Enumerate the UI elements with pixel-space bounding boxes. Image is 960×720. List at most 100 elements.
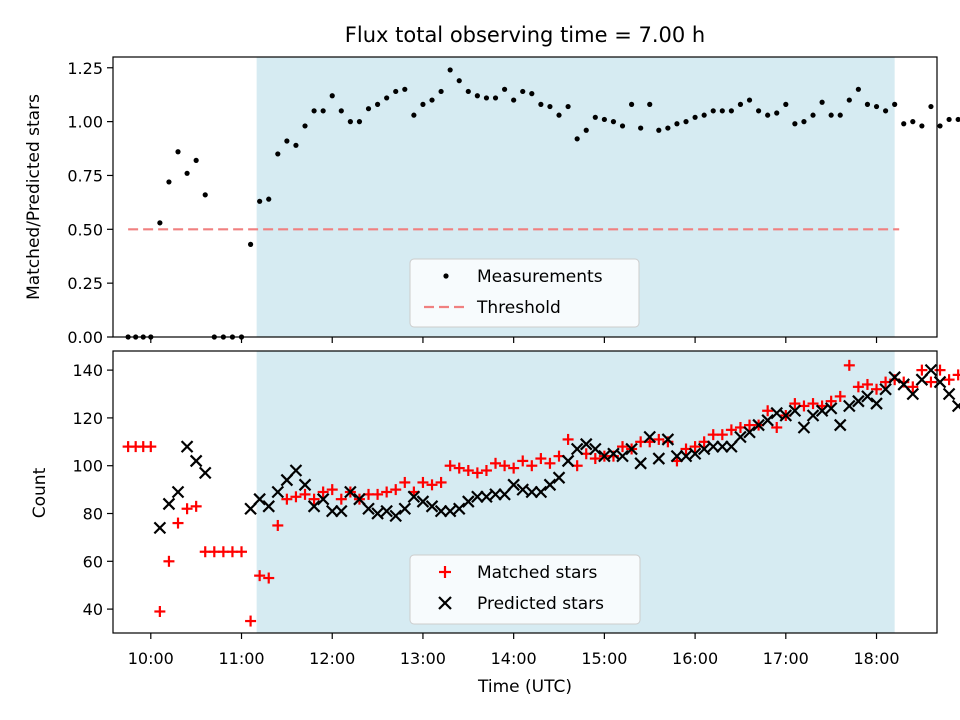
bottom-y-tick-label: 80	[83, 505, 103, 524]
predicted-star-point	[761, 414, 774, 427]
measurement-point	[393, 88, 399, 95]
measurement-point	[429, 97, 435, 103]
bottom-x-tick-label: 11:00	[218, 649, 264, 668]
matched-star-point	[562, 433, 574, 445]
predicted-star-point	[489, 488, 502, 501]
measurement-point	[293, 142, 299, 148]
bottom-x-tick-label: 14:00	[491, 649, 537, 668]
predicted-star-point	[516, 483, 530, 496]
top-axes-frame	[112, 56, 938, 338]
predicted-star-point	[407, 490, 421, 504]
measurement-point	[302, 123, 308, 129]
measurement-point	[583, 127, 589, 133]
measurement-point	[556, 112, 562, 118]
matched-star-point	[480, 464, 492, 476]
measurement-point	[520, 88, 526, 95]
top-y-tick-label: 0.50	[67, 220, 103, 239]
predicted-star-point	[598, 449, 611, 463]
predicted-star-point	[734, 430, 747, 444]
bottom-x-tick-label: 12:00	[309, 649, 355, 668]
matched-star-point	[245, 615, 257, 627]
predicted-star-point	[244, 502, 257, 516]
measurement-point	[465, 88, 471, 95]
measurement-point	[329, 93, 335, 99]
measurement-point	[193, 157, 199, 163]
matched-star-point	[544, 457, 556, 469]
top-y-axis-label: Matched/Predicted stars	[24, 94, 44, 300]
predicted-star-point	[797, 421, 811, 434]
predicted-star-point	[307, 500, 321, 513]
predicted-star-point	[353, 492, 366, 506]
measurement-point	[538, 101, 544, 107]
matched-star-point	[916, 364, 928, 376]
predicted-star-point	[843, 399, 856, 413]
predicted-star-point	[697, 442, 711, 456]
top-y-tick-label: 0.75	[67, 166, 103, 185]
measurement-point	[511, 97, 517, 103]
bottom-legend: Matched stars Predicted stars	[409, 554, 641, 625]
bottom-x-tick-label: 16:00	[672, 649, 718, 668]
predicted-star-point	[879, 382, 892, 396]
predicted-star-point	[688, 447, 702, 461]
predicted-star-point	[806, 409, 820, 422]
matched-star-point	[190, 500, 202, 512]
measurement-point	[882, 108, 889, 114]
measurement-point	[456, 78, 462, 84]
measurement-point	[746, 97, 753, 103]
matched-star-point	[771, 421, 783, 433]
top-y-tick-label: 0.25	[67, 274, 103, 293]
measurement-point	[320, 108, 326, 114]
measurement-point	[157, 220, 163, 226]
measurement-point	[647, 101, 653, 107]
measurement-point	[946, 116, 952, 123]
predicted-star-point	[625, 442, 638, 456]
predicted-star-point	[824, 402, 838, 415]
top-y-tick-label: 1.25	[67, 59, 103, 78]
predicted-star-point	[570, 442, 584, 456]
bottom-x-tick-label: 13:00	[400, 649, 446, 668]
legend-marker-measurements	[443, 273, 449, 279]
measurement-point	[384, 95, 390, 101]
predicted-star-point	[716, 440, 729, 453]
measurement-point	[275, 151, 281, 157]
matched-star-point	[834, 390, 846, 402]
measurement-point	[628, 101, 635, 107]
matched-star-point	[490, 457, 502, 469]
legend-label-measurements: Measurements	[477, 267, 603, 287]
predicted-star-point	[725, 440, 738, 453]
measurement-point	[755, 108, 762, 114]
predicted-star-point	[634, 457, 647, 470]
matched-star-point	[181, 503, 193, 515]
predicted-star-point	[380, 504, 393, 518]
measurement-point	[529, 91, 535, 97]
matched-star-point	[716, 429, 728, 441]
matched-star-point	[508, 462, 520, 474]
matched-star-point	[861, 378, 873, 390]
predicted-star-point	[471, 490, 484, 504]
predicted-star-point	[171, 485, 185, 499]
matched-star-point	[925, 376, 937, 388]
measurement-point	[257, 198, 263, 204]
matched-star-point	[943, 374, 955, 386]
matched-star-point	[526, 460, 538, 472]
matched-star-point	[326, 484, 338, 496]
measurement-point	[592, 114, 598, 120]
measurement-point	[665, 125, 671, 131]
matched-star-point	[617, 441, 629, 453]
predicted-star-point	[462, 495, 475, 508]
measurement-point	[166, 179, 172, 185]
measurement-point	[955, 116, 960, 123]
predicted-star-point	[770, 406, 784, 420]
measurement-point	[683, 119, 689, 125]
measurement-point	[719, 108, 725, 114]
measurement-point	[928, 103, 934, 110]
matched-star-point	[263, 572, 275, 584]
measurement-point	[420, 101, 426, 107]
predicted-star-point	[552, 471, 566, 484]
measurement-point	[846, 97, 852, 103]
matched-star-point	[852, 381, 864, 393]
matched-star-point	[907, 381, 919, 393]
predicted-star-point	[543, 478, 557, 492]
measurement-point	[701, 112, 707, 118]
